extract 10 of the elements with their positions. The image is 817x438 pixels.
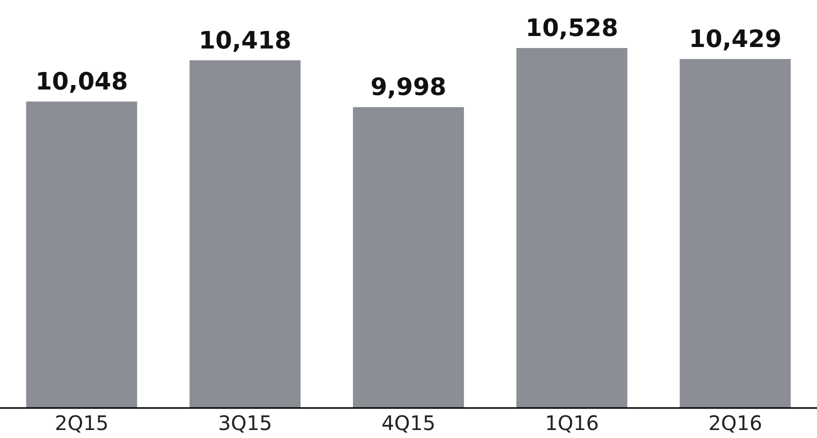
data-label: 9,998 (370, 73, 446, 102)
x-tick-label: 1Q16 (544, 411, 599, 436)
x-tick-label: 3Q15 (218, 411, 272, 436)
x-tick-label: 2Q16 (708, 411, 762, 436)
x-tick-label: 4Q15 (382, 411, 436, 436)
data-label: 10,418 (198, 26, 292, 54)
data-label: 10,429 (688, 25, 782, 54)
data-label: 10,048 (35, 68, 128, 96)
data-label: 10,528 (526, 14, 618, 42)
x-tick-label: 2Q15 (54, 411, 109, 436)
